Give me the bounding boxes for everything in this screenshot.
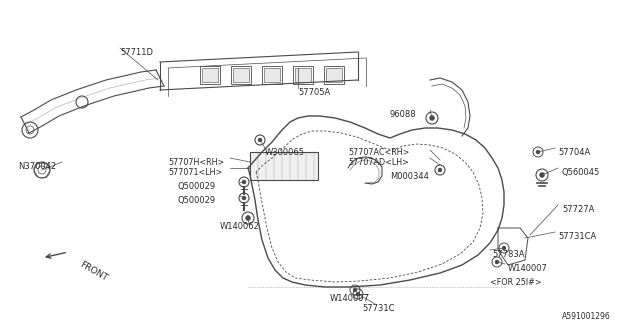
Bar	[295, 68, 311, 82]
Text: W300065: W300065	[265, 148, 305, 157]
Circle shape	[258, 138, 262, 142]
Text: 57707AD<LH>: 57707AD<LH>	[348, 158, 409, 167]
Text: 57704A: 57704A	[558, 148, 590, 157]
Text: A591001296: A591001296	[562, 312, 611, 320]
Text: 57705A: 57705A	[298, 88, 330, 97]
Bar	[262, 66, 282, 84]
Text: 57707H<RH>: 57707H<RH>	[168, 158, 224, 167]
Circle shape	[495, 260, 499, 264]
Text: FRONT: FRONT	[78, 260, 109, 283]
Bar	[233, 68, 249, 82]
Bar	[231, 66, 251, 84]
Text: N370042: N370042	[18, 162, 56, 171]
Text: 57711D: 57711D	[120, 48, 153, 57]
Circle shape	[242, 180, 246, 184]
Circle shape	[246, 215, 250, 220]
Text: 577071<LH>: 577071<LH>	[168, 168, 222, 177]
Text: W140007: W140007	[508, 264, 548, 273]
Text: W140007: W140007	[330, 294, 370, 303]
Circle shape	[438, 168, 442, 172]
Text: <FOR 25I#>: <FOR 25I#>	[490, 278, 541, 287]
Text: M000344: M000344	[390, 172, 429, 181]
Text: Q500029: Q500029	[178, 182, 216, 191]
Circle shape	[353, 288, 357, 292]
Bar	[200, 66, 220, 84]
Bar	[324, 66, 344, 84]
Circle shape	[536, 150, 540, 154]
Text: 96088: 96088	[390, 110, 417, 119]
Bar	[264, 68, 280, 82]
Text: 57783A: 57783A	[492, 250, 525, 259]
Text: 57731C: 57731C	[362, 304, 394, 313]
Text: W140062: W140062	[220, 222, 260, 231]
Circle shape	[242, 196, 246, 200]
Text: 57727A: 57727A	[562, 205, 595, 214]
Text: 57731CA: 57731CA	[558, 232, 596, 241]
Bar	[202, 68, 218, 82]
Circle shape	[502, 246, 506, 250]
Text: Q500029: Q500029	[178, 196, 216, 205]
Bar	[326, 68, 342, 82]
Text: Q560045: Q560045	[562, 168, 600, 177]
Bar	[250, 152, 318, 180]
Text: 57707AC<RH>: 57707AC<RH>	[348, 148, 410, 157]
Bar	[293, 66, 313, 84]
Circle shape	[356, 292, 360, 296]
Circle shape	[540, 172, 545, 178]
Circle shape	[429, 116, 435, 121]
